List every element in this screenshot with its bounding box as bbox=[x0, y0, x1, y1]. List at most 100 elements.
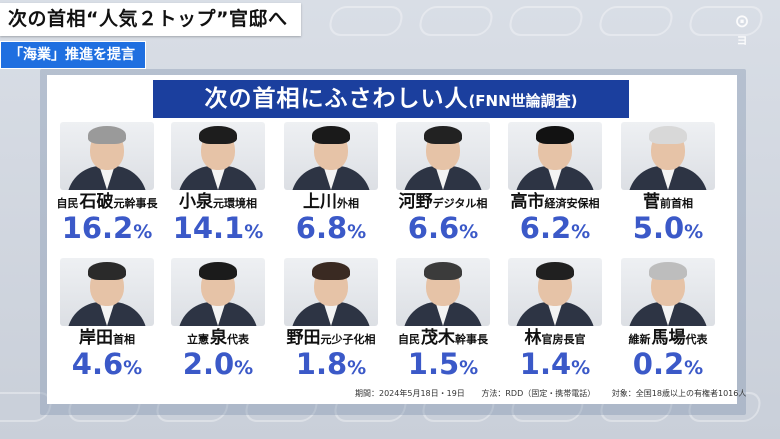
photo-hair bbox=[88, 126, 126, 144]
candidate-role: 元幹事長 bbox=[113, 197, 158, 210]
candidate-card: 自民石破元幹事長 16.2% bbox=[51, 122, 163, 248]
candidate-name: 野田 bbox=[286, 328, 321, 348]
candidate-role: 元環境相 bbox=[213, 197, 257, 210]
candidate-photo bbox=[396, 258, 490, 326]
percentage-unit: % bbox=[571, 357, 591, 379]
survey-footnote: 期間：2024年5月18日・19日 方法：RDD（固定・携帯電話） 対象：全国1… bbox=[355, 388, 760, 399]
percentage-value: 1.4 bbox=[519, 347, 572, 381]
candidate-name-line: 上川外相 bbox=[275, 191, 387, 213]
candidate-name-line: 野田元少子化相 bbox=[275, 327, 387, 349]
candidate-role: 前首相 bbox=[660, 197, 693, 210]
candidate-percentage: 14.1% bbox=[162, 213, 274, 248]
percentage-value: 5.0 bbox=[632, 211, 685, 245]
candidate-role: 官房長官 bbox=[541, 333, 586, 346]
percentage-value: 4.6 bbox=[71, 347, 124, 381]
candidate-card: 岸田首相 4.6% bbox=[51, 258, 163, 384]
poll-title: 次の首相にふさわしい人(FNN世論調査) bbox=[153, 80, 629, 118]
watermark-row bbox=[326, 6, 780, 46]
percentage-unit: % bbox=[347, 357, 367, 379]
channel-logo: ⊙ ヨ bbox=[716, 12, 768, 50]
candidate-role: 経済安保相 bbox=[544, 197, 600, 210]
candidate-name-line: 自民茂木幹事長 bbox=[387, 327, 499, 349]
candidate-name-line: 岸田首相 bbox=[51, 327, 163, 349]
photo-hair bbox=[536, 262, 574, 280]
candidate-percentage: 6.8% bbox=[275, 213, 387, 248]
candidate-photo bbox=[60, 258, 154, 326]
candidate-role: 元少子化相 bbox=[320, 333, 376, 346]
channel-logo-icon: ⊙ bbox=[734, 11, 750, 32]
candidate-party: 自民 bbox=[56, 197, 79, 210]
candidate-name: 高市 bbox=[510, 192, 545, 212]
candidate-photo bbox=[396, 122, 490, 190]
candidate-role: 首相 bbox=[113, 333, 135, 346]
photo-hair bbox=[199, 262, 237, 280]
sub-caption: 「海業」推進を提言 bbox=[0, 41, 146, 69]
candidate-percentage: 16.2% bbox=[51, 213, 163, 248]
photo-hair bbox=[312, 262, 350, 280]
candidate-card: 河野デジタル相 6.6% bbox=[387, 122, 499, 248]
candidate-party: 立憲 bbox=[187, 333, 209, 346]
candidate-name: 石破 bbox=[79, 192, 114, 212]
candidate-party: 自民 bbox=[398, 333, 420, 346]
candidate-percentage: 6.2% bbox=[499, 213, 611, 248]
percentage-unit: % bbox=[133, 221, 153, 243]
percentage-unit: % bbox=[347, 221, 367, 243]
candidate-name: 河野 bbox=[398, 192, 433, 212]
candidate-card: 小泉元環境相 14.1% bbox=[162, 122, 274, 248]
photo-hair bbox=[424, 126, 462, 144]
percentage-value: 14.1 bbox=[172, 211, 245, 245]
candidate-name: 茂木 bbox=[421, 328, 455, 348]
candidate-name: 岸田 bbox=[79, 328, 113, 348]
candidate-card: 立憲泉代表 2.0% bbox=[162, 258, 274, 384]
percentage-value: 1.8 bbox=[295, 347, 348, 381]
survey-period: 期間：2024年5月18日・19日 bbox=[355, 389, 465, 398]
candidate-photo bbox=[60, 122, 154, 190]
candidate-role: 幹事長 bbox=[455, 333, 488, 346]
candidate-name: 林 bbox=[524, 328, 542, 348]
photo-hair bbox=[649, 126, 687, 144]
percentage-unit: % bbox=[459, 221, 479, 243]
candidate-role: 外相 bbox=[337, 197, 359, 210]
candidate-role: 代表 bbox=[685, 333, 708, 346]
photo-hair bbox=[312, 126, 350, 144]
candidate-photo bbox=[171, 122, 265, 190]
watermark-logo bbox=[326, 6, 406, 36]
percentage-value: 6.8 bbox=[295, 211, 348, 245]
candidate-role: 代表 bbox=[227, 333, 249, 346]
candidate-photo bbox=[621, 122, 715, 190]
candidate-photo bbox=[621, 258, 715, 326]
candidate-name: 菅 bbox=[643, 192, 660, 212]
candidate-card: 菅前首相 5.0% bbox=[612, 122, 724, 248]
photo-hair bbox=[424, 262, 462, 280]
photo-hair bbox=[649, 262, 687, 280]
percentage-value: 16.2 bbox=[61, 211, 134, 245]
photo-hair bbox=[199, 126, 237, 144]
candidate-percentage: 6.6% bbox=[387, 213, 499, 248]
percentage-value: 2.0 bbox=[182, 347, 235, 381]
percentage-unit: % bbox=[684, 357, 704, 379]
headline-caption: 次の首相“人気２トップ”官邸へ bbox=[0, 3, 302, 36]
candidate-percentage: 0.2% bbox=[612, 349, 724, 384]
candidate-percentage: 1.8% bbox=[275, 349, 387, 384]
candidate-card: 高市経済安保相 6.2% bbox=[499, 122, 611, 248]
candidate-name-line: 小泉元環境相 bbox=[162, 191, 274, 213]
candidate-name-line: 菅前首相 bbox=[612, 191, 724, 213]
candidate-role: デジタル相 bbox=[432, 197, 488, 210]
candidate-photo bbox=[508, 258, 602, 326]
candidate-name-line: 自民石破元幹事長 bbox=[51, 191, 163, 213]
survey-target: 対象：全国18歳以上の有権者1016人 bbox=[611, 389, 747, 398]
poll-title-main: 次の首相にふさわしい人 bbox=[204, 86, 469, 112]
candidate-photo bbox=[171, 258, 265, 326]
percentage-unit: % bbox=[571, 221, 591, 243]
percentage-value: 6.2 bbox=[519, 211, 572, 245]
percentage-unit: % bbox=[684, 221, 704, 243]
candidate-name-line: 高市経済安保相 bbox=[499, 191, 611, 213]
candidate-photo bbox=[508, 122, 602, 190]
candidate-percentage: 1.4% bbox=[499, 349, 611, 384]
percentage-value: 1.5 bbox=[407, 347, 460, 381]
candidate-name-line: 維新馬場代表 bbox=[612, 327, 724, 349]
candidate-photo bbox=[284, 258, 378, 326]
watermark-logo bbox=[506, 6, 586, 36]
watermark-logo bbox=[416, 6, 496, 36]
photo-hair bbox=[88, 262, 126, 280]
